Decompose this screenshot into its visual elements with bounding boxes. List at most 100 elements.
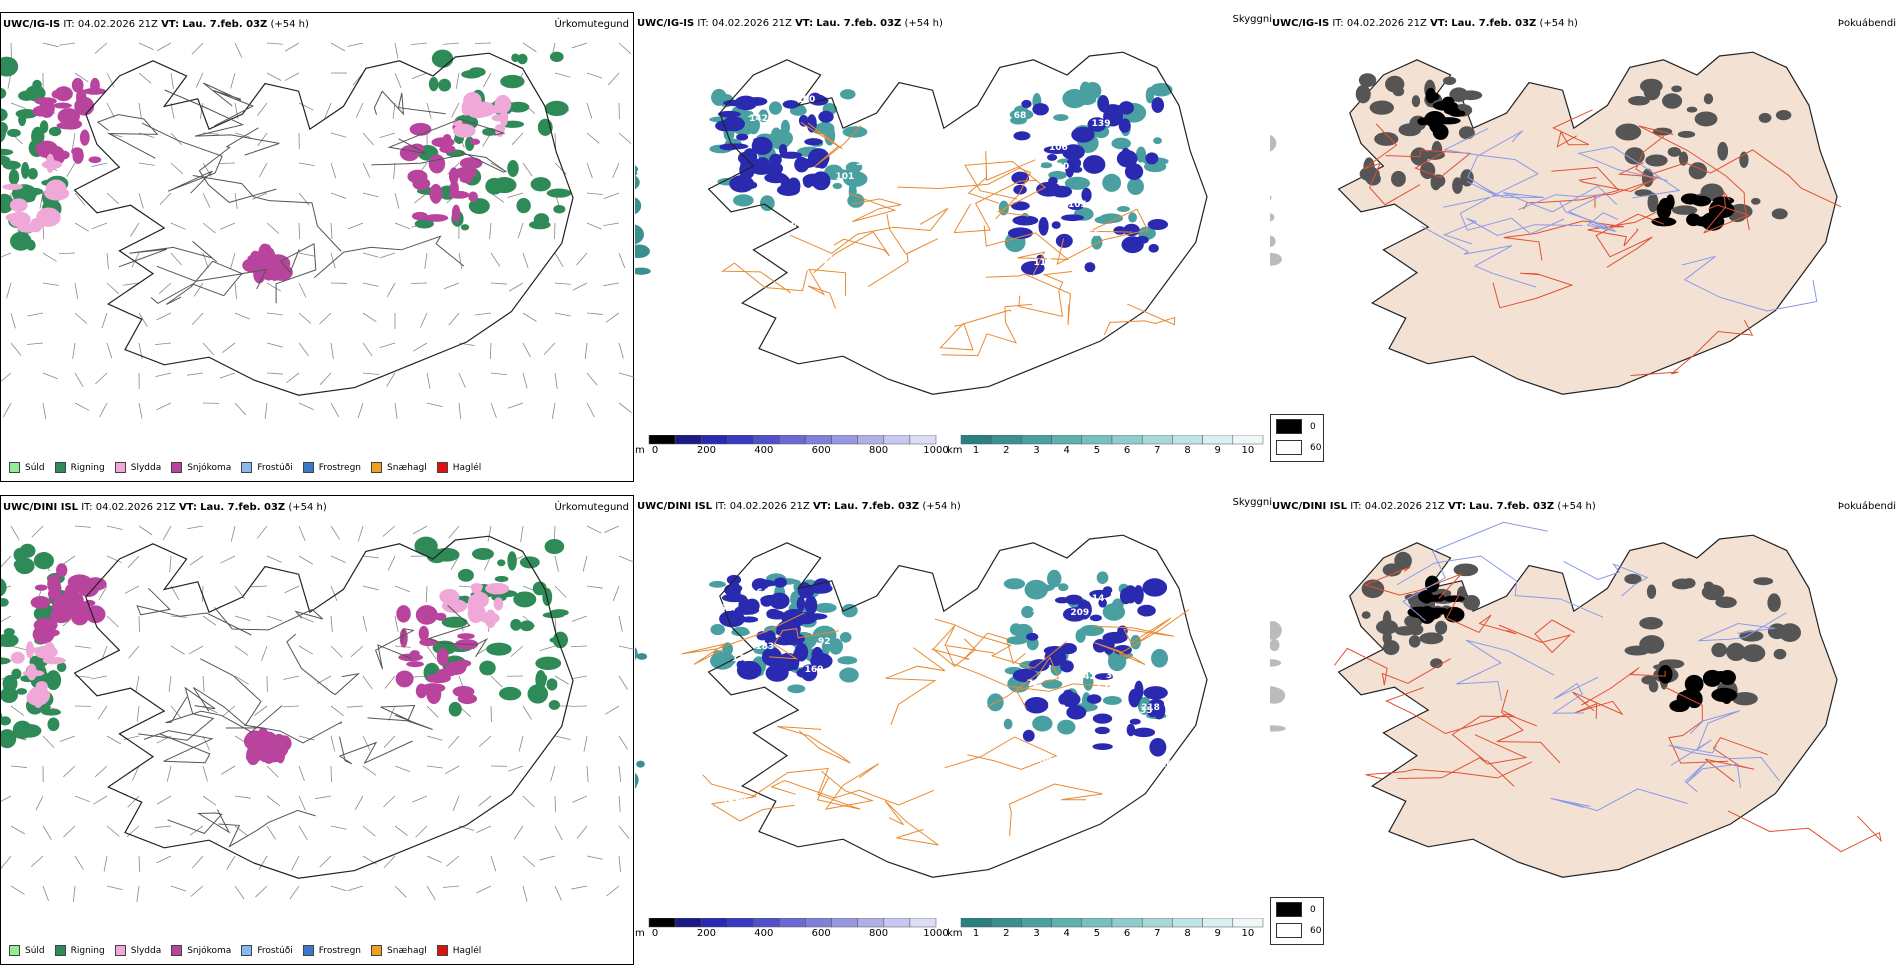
legend-swatch (9, 462, 20, 473)
legend-swatch (371, 462, 382, 473)
colorbar-tick: 1000 (923, 928, 948, 939)
visibility-map (635, 495, 1270, 965)
colorbar-segment (727, 435, 753, 444)
legend-swatch (241, 945, 252, 956)
precip-map (1, 13, 635, 483)
visibility-value-label: 162 (713, 604, 732, 614)
lead-time: (+54 h) (288, 502, 326, 513)
valid-time-label: VT: (161, 19, 179, 30)
init-time-label: IT: (715, 501, 726, 512)
legend-label: Snæhagl (387, 946, 427, 956)
init-time-value: 04.02.2026 21Z (78, 19, 158, 30)
valid-time-value: Lau. 7.feb. 03Z (834, 501, 919, 512)
colorbar-tick: 2 (1003, 928, 1009, 939)
precip-legend-item: Snæhagl (371, 462, 427, 473)
visibility-value-label: 68 (1014, 111, 1027, 121)
colorbar-segment (961, 435, 991, 444)
colorbar-tick: 8 (1184, 445, 1190, 456)
panel-title: UWC/IG-IS IT: 04.02.2026 21Z VT: Lau. 7.… (3, 19, 309, 30)
colorbar-segment (961, 918, 991, 927)
panel-title: UWC/DINI ISL IT: 04.02.2026 21Z VT: Lau.… (1272, 501, 1596, 512)
visibility-value-label: 64 (756, 588, 769, 598)
colorbar-tick: 0 (652, 445, 658, 456)
valid-time-label: VT: (813, 501, 831, 512)
valid-time-value: Lau. 7.feb. 03Z (816, 18, 901, 29)
legend-label: Frostúði (257, 463, 292, 473)
colorbar-tick: 9 (1215, 928, 1221, 939)
visibility-value-label: 208 (1160, 760, 1179, 770)
fog-legend-swatch (1276, 419, 1302, 434)
precip-legend-item: Slydda (115, 462, 161, 473)
visibility-value-label: 32 (1030, 162, 1043, 172)
legend-swatch (171, 462, 182, 473)
colorbar-tick: 7 (1154, 928, 1160, 939)
colorbar-tick: 8 (1184, 928, 1190, 939)
colorbar-tick: 200 (697, 928, 716, 939)
colorbar-segment (1021, 918, 1051, 927)
legend-label: Haglél (453, 946, 482, 956)
visibility-colorbar-strip (635, 435, 940, 445)
visibility-value-label: 175 (849, 618, 868, 628)
panel-title: UWC/DINI ISL IT: 04.02.2026 21Z VT: Lau.… (637, 501, 961, 512)
visibility-value-label: 76 (1128, 757, 1141, 767)
visibility-value-label: 114 (1086, 594, 1105, 604)
colorbar-tick: 9 (1215, 445, 1221, 456)
lead-time: (+54 h) (1557, 501, 1595, 512)
colorbar-tick: 0 (652, 928, 658, 939)
visibility-value-label: 148 (727, 794, 746, 804)
colorbar-tick: 1 (973, 928, 979, 939)
fog-legend-label: 0 (1310, 905, 1316, 915)
colorbar-segment (910, 918, 936, 927)
colorbar-segment (858, 435, 884, 444)
colorbar-tick: 6 (1124, 445, 1130, 456)
visibility-value-label: 115 (1033, 258, 1052, 268)
visibility-value-label: 105 (1068, 200, 1087, 210)
valid-time-label: VT: (795, 18, 813, 29)
legend-swatch (55, 945, 66, 956)
fog-legend-label: 0 (1310, 422, 1316, 432)
colorbar-segment (753, 918, 779, 927)
visibility-value-label: 170 (732, 654, 751, 664)
visibility-value-label: 11 (1084, 272, 1097, 282)
product-name: Skyggni (1232, 497, 1272, 508)
precip-legend-item: Frostúði (241, 945, 292, 956)
valid-time-label: VT: (179, 502, 197, 513)
colorbar-tick: 3 (1033, 928, 1039, 939)
visibility-value-label: 193 (726, 305, 745, 315)
colorbar-tick: 1000 (923, 445, 948, 456)
panel-title: UWC/DINI ISL IT: 04.02.2026 21Z VT: Lau.… (3, 502, 327, 513)
colorbar-tick: 200 (697, 445, 716, 456)
visibility-value-label: 169 (1161, 245, 1180, 255)
colorbar-segment (1052, 435, 1082, 444)
legend-label: Rigning (71, 946, 105, 956)
colorbar-tick: 6 (1124, 928, 1130, 939)
colorbar-tick: 400 (754, 445, 773, 456)
model-name: UWC/IG-IS (637, 18, 694, 29)
precip-legend-item: Rigning (55, 462, 105, 473)
legend-swatch (171, 945, 182, 956)
colorbar-segment (1203, 435, 1233, 444)
colorbar-segment (649, 918, 675, 927)
init-time-value: 04.02.2026 21Z (96, 502, 176, 513)
init-time-value: 04.02.2026 21Z (712, 18, 792, 29)
visibility-value-label: 61 (824, 260, 837, 270)
lead-time: (+54 h) (270, 19, 308, 30)
fog-indicator-panel: UWC/IG-IS IT: 04.02.2026 21Z VT: Lau. 7.… (1270, 12, 1900, 482)
colorbar-segment (649, 435, 675, 444)
init-time-label: IT: (63, 19, 74, 30)
visibility-value-label: 293 (1047, 704, 1066, 714)
colorbar-segment (701, 435, 727, 444)
legend-swatch (115, 945, 126, 956)
colorbar-tick: 800 (869, 445, 888, 456)
visibility-value-label: 92 (818, 637, 831, 647)
valid-time-value: Lau. 7.feb. 03Z (200, 502, 285, 513)
init-time-label: IT: (1332, 18, 1343, 29)
legend-swatch (241, 462, 252, 473)
visibility-value-label: 81 (1043, 608, 1056, 618)
colorbar-segment (753, 435, 779, 444)
colorbar-unit: m (635, 445, 645, 456)
product-name: Úrkomutegund (554, 502, 629, 513)
precip-legend-item: Snjókoma (171, 462, 231, 473)
